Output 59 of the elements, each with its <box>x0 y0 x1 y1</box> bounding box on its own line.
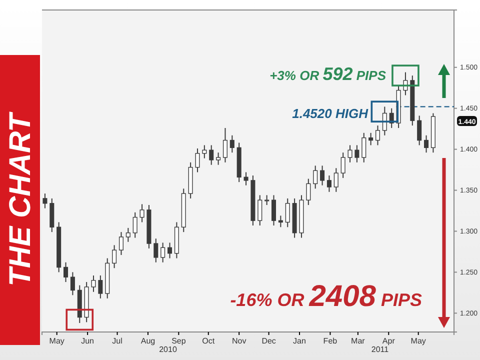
candlestick <box>168 242 172 259</box>
candlestick <box>91 274 96 292</box>
candlestick <box>424 134 429 154</box>
text: 2010 <box>159 345 178 354</box>
candlestick <box>362 132 366 163</box>
candlestick <box>160 242 166 263</box>
candlestick <box>320 165 325 186</box>
x-tick-label: Jan <box>293 336 306 346</box>
candlestick <box>42 193 48 209</box>
annotation: -16% OR 2408 PIPS <box>230 280 422 313</box>
annotation: +3% OR 592 PIPS <box>270 64 386 84</box>
candlestick <box>209 144 214 166</box>
candlestick <box>126 227 130 242</box>
candlestick <box>50 198 54 233</box>
candlestick <box>140 204 144 223</box>
candlestick <box>313 165 318 190</box>
candlestick <box>271 194 276 226</box>
candlestick <box>118 232 124 256</box>
candlestick <box>278 215 283 228</box>
candlestick <box>70 272 75 296</box>
candlestick <box>154 238 158 263</box>
x-tick-label: Sep <box>172 336 186 346</box>
candlestick <box>306 178 311 206</box>
candlestick <box>368 132 374 146</box>
candlestick <box>132 212 138 238</box>
candlestick <box>64 262 68 283</box>
candlestick <box>98 274 103 299</box>
x-tick-label: Mar <box>351 336 366 346</box>
x-tick-label: Feb <box>323 336 338 346</box>
candlestick <box>244 172 248 186</box>
candlestick <box>112 244 117 269</box>
candlestick <box>230 134 234 154</box>
x-tick-label: Jul <box>112 336 123 346</box>
x-tick-label: Nov <box>232 336 246 346</box>
x-tick-label: Aug <box>140 336 156 346</box>
candlestick <box>195 148 200 173</box>
candlestick <box>326 175 332 192</box>
candlestick <box>216 152 221 166</box>
candlestick <box>382 106 387 136</box>
candlestick <box>264 194 270 206</box>
x-tick-label: Jun <box>81 336 94 346</box>
candlestick <box>354 144 360 163</box>
candlestick <box>258 194 262 226</box>
candlestick <box>417 115 422 146</box>
x-tick-label: Oct <box>202 336 216 346</box>
candlestick <box>222 127 228 163</box>
candlestick <box>348 144 352 163</box>
x-tick-label: Apr <box>382 336 396 346</box>
candlestick <box>202 144 207 159</box>
x-tick-label: May <box>49 336 64 346</box>
x-tick-label: Dec <box>262 336 276 346</box>
candlestick <box>375 125 380 146</box>
x-tick-label: May <box>410 336 426 346</box>
annotation: 1.4520 HIGH <box>292 106 369 121</box>
candlestick <box>340 152 346 178</box>
candlestick <box>285 198 290 228</box>
text: THE CHART <box>4 110 37 286</box>
text: 2011 <box>371 345 390 354</box>
candlestick <box>334 168 338 192</box>
